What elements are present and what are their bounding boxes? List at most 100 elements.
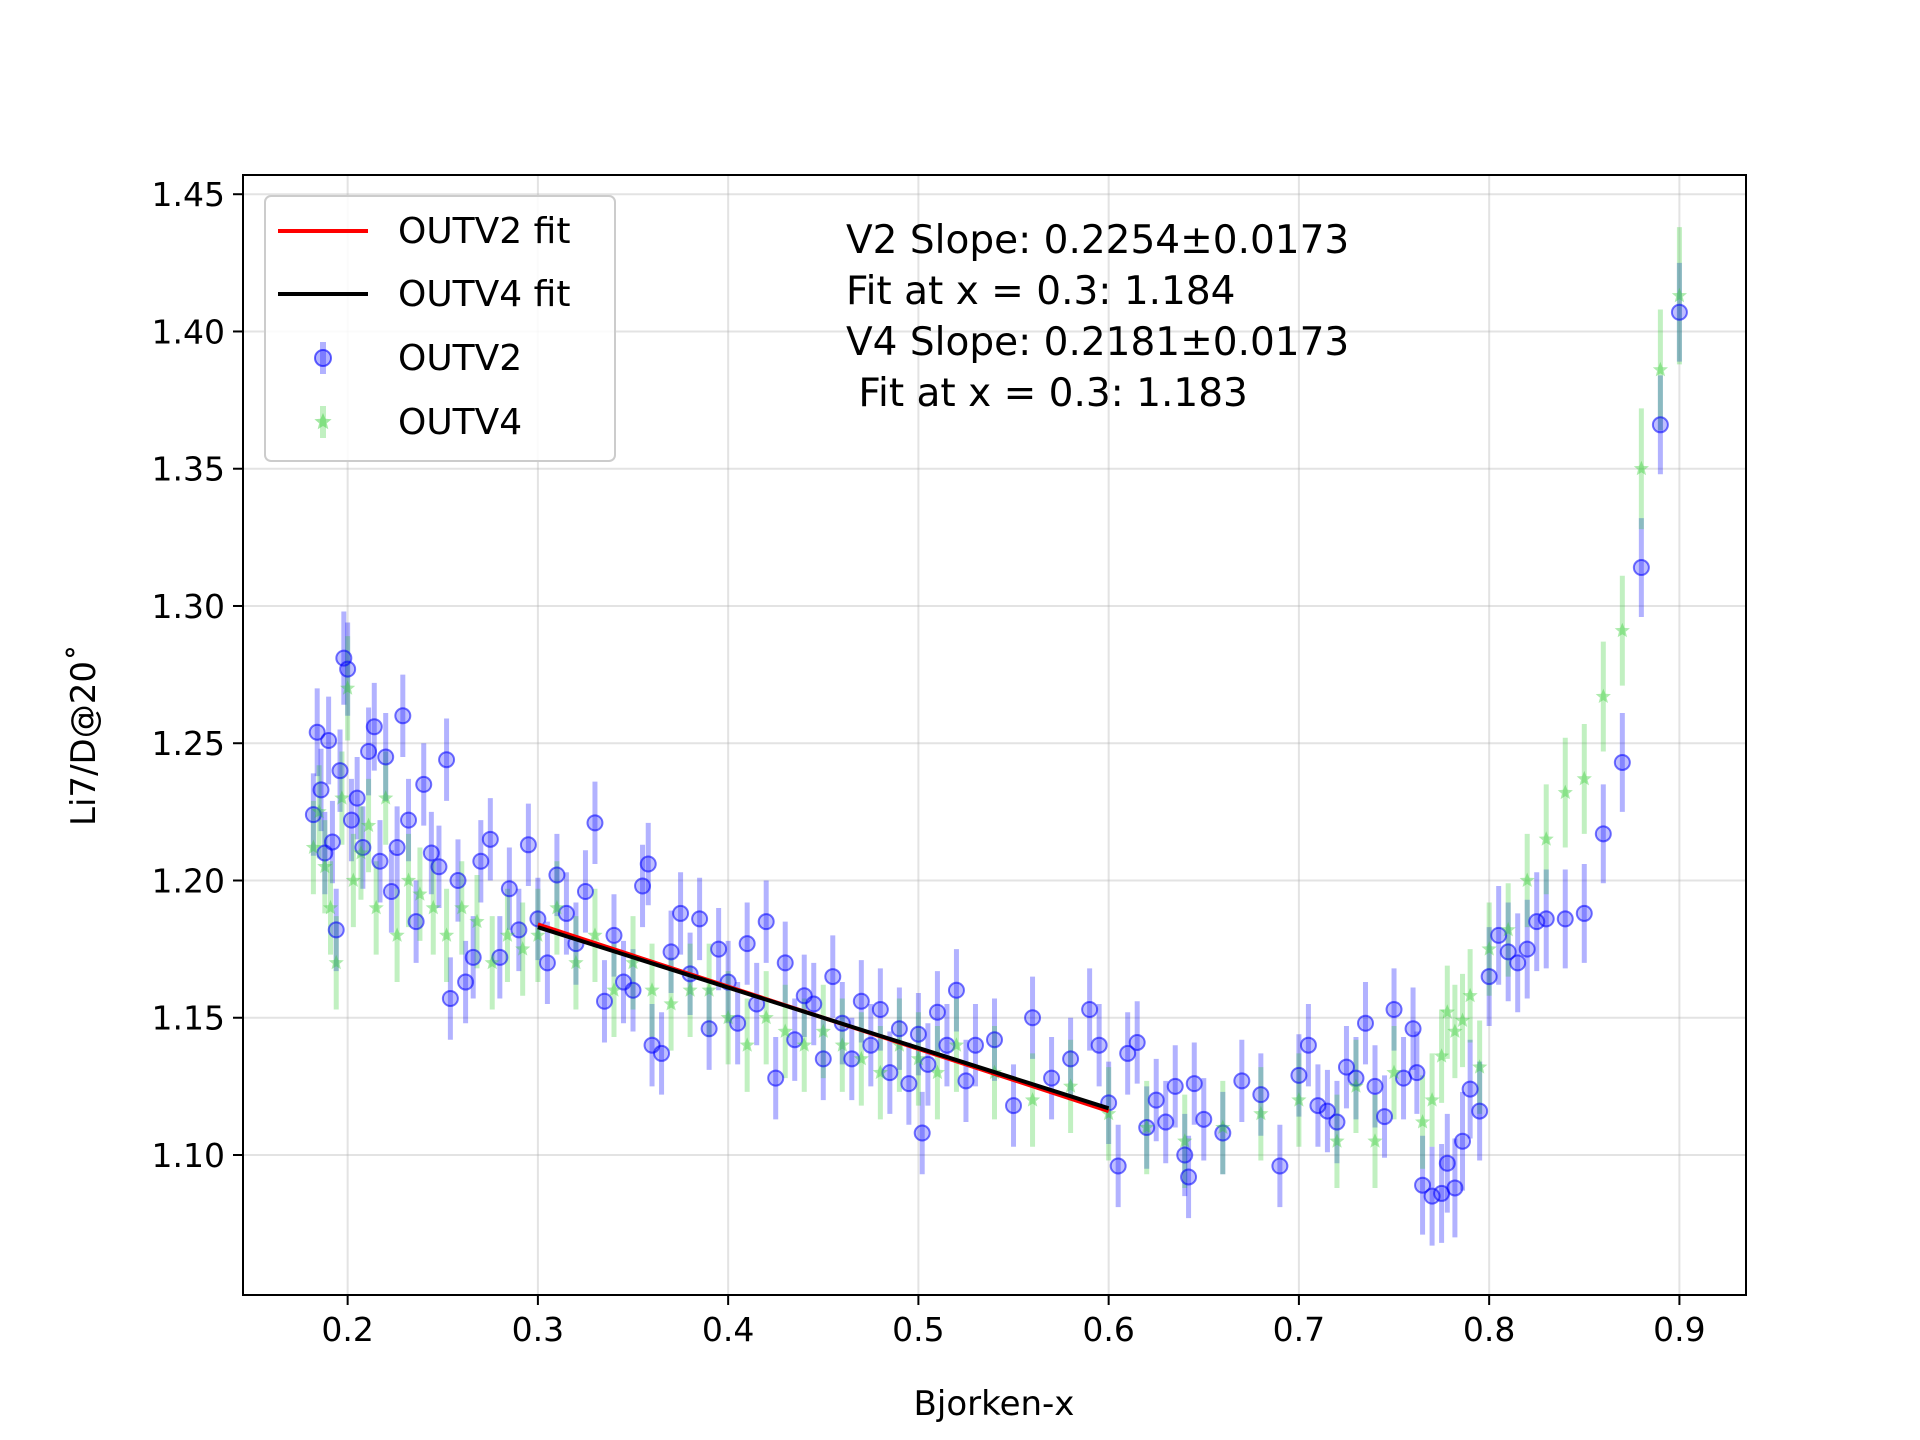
outv2-point <box>1214 1124 1232 1142</box>
outv4-point <box>412 886 428 901</box>
outv2-point <box>881 1064 899 1082</box>
outv2-point <box>634 877 652 895</box>
outv4-point <box>515 941 531 956</box>
outv2-point <box>1252 1086 1270 1104</box>
outv2-point <box>824 968 842 986</box>
outv2-point <box>1138 1119 1156 1137</box>
outv2-point <box>519 836 537 854</box>
outv4-point <box>1447 1023 1463 1038</box>
fit-annotations: V2 Slope: 0.2254±0.0173 Fit at x = 0.3: … <box>846 218 1349 416</box>
outv2-point <box>1594 825 1612 843</box>
outv2-point <box>400 811 418 829</box>
outv2-point <box>966 1036 984 1054</box>
outv2-point <box>1233 1072 1251 1090</box>
outv2-point <box>1356 1014 1374 1032</box>
outv4-point <box>499 927 516 942</box>
outv2-point <box>1271 1157 1289 1175</box>
legend-label-outv2: OUTV2 <box>398 338 522 379</box>
outv2-point <box>472 852 490 870</box>
outv4-point <box>322 899 339 915</box>
x-tick-label: 0.4 <box>702 1310 754 1349</box>
outv2-point <box>464 948 482 966</box>
outv2-point <box>710 940 728 958</box>
outv4-point <box>425 899 441 915</box>
outv4-point <box>682 982 698 997</box>
outv2-point <box>1490 926 1508 944</box>
outv2-point <box>576 882 594 900</box>
outv4-point <box>549 899 565 915</box>
outv2-point <box>360 742 378 760</box>
outv4-point <box>1329 1133 1345 1148</box>
legend-label-outv2-fit: OUTV2 fit <box>398 211 570 252</box>
outv2-point <box>331 762 349 780</box>
outv2-point <box>1318 1102 1336 1120</box>
outv4-point <box>1348 1078 1364 1093</box>
outv4-point <box>484 954 500 970</box>
outv2-point <box>430 858 448 876</box>
outv4-point <box>1063 1078 1079 1093</box>
outv2-point <box>814 1050 832 1068</box>
annotation-v2-fit: Fit at x = 0.3: 1.184 <box>846 269 1235 314</box>
outv2-point <box>700 1020 718 1038</box>
x-tick-label: 0.6 <box>1082 1310 1134 1349</box>
x-tick-label: 0.7 <box>1273 1310 1325 1349</box>
outv2-point <box>639 855 657 873</box>
outv2-error-bars <box>310 262 1682 1246</box>
grid-lines <box>243 175 1746 1295</box>
outv2-point <box>308 723 326 741</box>
outv4-point <box>1557 784 1573 800</box>
outv2-point <box>422 844 440 862</box>
outv4-error-bars <box>310 227 1682 1188</box>
x-tick-label: 0.2 <box>321 1310 373 1349</box>
outv2-point <box>1081 1001 1099 1019</box>
outv2-point <box>900 1075 918 1093</box>
outv2-point <box>1366 1077 1384 1095</box>
outv2-point <box>1109 1157 1127 1175</box>
outv2-point <box>1404 1020 1422 1038</box>
outv4-point <box>796 1037 812 1052</box>
x-tick-label: 0.3 <box>512 1310 564 1349</box>
outv4-point <box>1177 1133 1193 1148</box>
y-tick-label: 1.15 <box>152 999 225 1038</box>
y-tick-label: 1.25 <box>152 724 225 763</box>
outv2-point <box>1376 1108 1394 1126</box>
outv2-point <box>595 992 613 1010</box>
outv4-point <box>400 872 417 887</box>
outv4-point <box>701 982 717 997</box>
outv2-point <box>323 833 341 851</box>
outv4-point <box>910 1050 926 1066</box>
outv4-point <box>1253 1105 1269 1121</box>
annotation-v4-slope: V4 Slope: 0.2181±0.0173 <box>846 320 1349 365</box>
outv4-point <box>439 927 455 942</box>
outv2-point <box>871 1001 889 1019</box>
outv4-point <box>853 1050 869 1066</box>
outv4-point <box>1215 1119 1231 1134</box>
outv4-point <box>739 1037 755 1052</box>
annotation-v2-slope: V2 Slope: 0.2254±0.0173 <box>846 218 1349 263</box>
outv4-point <box>317 858 333 874</box>
outv2-point <box>457 973 475 991</box>
outv2-point <box>1043 1069 1061 1087</box>
legend-label-outv4: OUTV4 <box>398 402 522 443</box>
outv2-point <box>1062 1050 1080 1068</box>
outv4-point <box>1101 1105 1117 1121</box>
outv4-point <box>1291 1092 1307 1107</box>
outv2-point <box>624 981 642 999</box>
outv2-point <box>1670 303 1688 321</box>
outv2-point <box>1499 943 1517 961</box>
outv2-point <box>1299 1036 1317 1054</box>
outv2-markers <box>304 303 1688 1205</box>
outv4-point <box>948 1037 965 1052</box>
legend-swatch-outv2-marker <box>314 349 332 367</box>
y-tick-label: 1.35 <box>152 450 225 489</box>
outv2-point <box>342 811 360 829</box>
outv2-point <box>1176 1146 1194 1164</box>
outv2-point <box>1185 1075 1203 1093</box>
x-tick-label: 0.9 <box>1653 1310 1705 1349</box>
outv4-point <box>1519 872 1535 887</box>
outv2-point <box>1328 1113 1346 1131</box>
outv2-point <box>1575 904 1593 922</box>
outv4-point <box>334 790 350 805</box>
outv4-point <box>1415 1114 1431 1129</box>
outv2-point <box>1180 1168 1198 1186</box>
